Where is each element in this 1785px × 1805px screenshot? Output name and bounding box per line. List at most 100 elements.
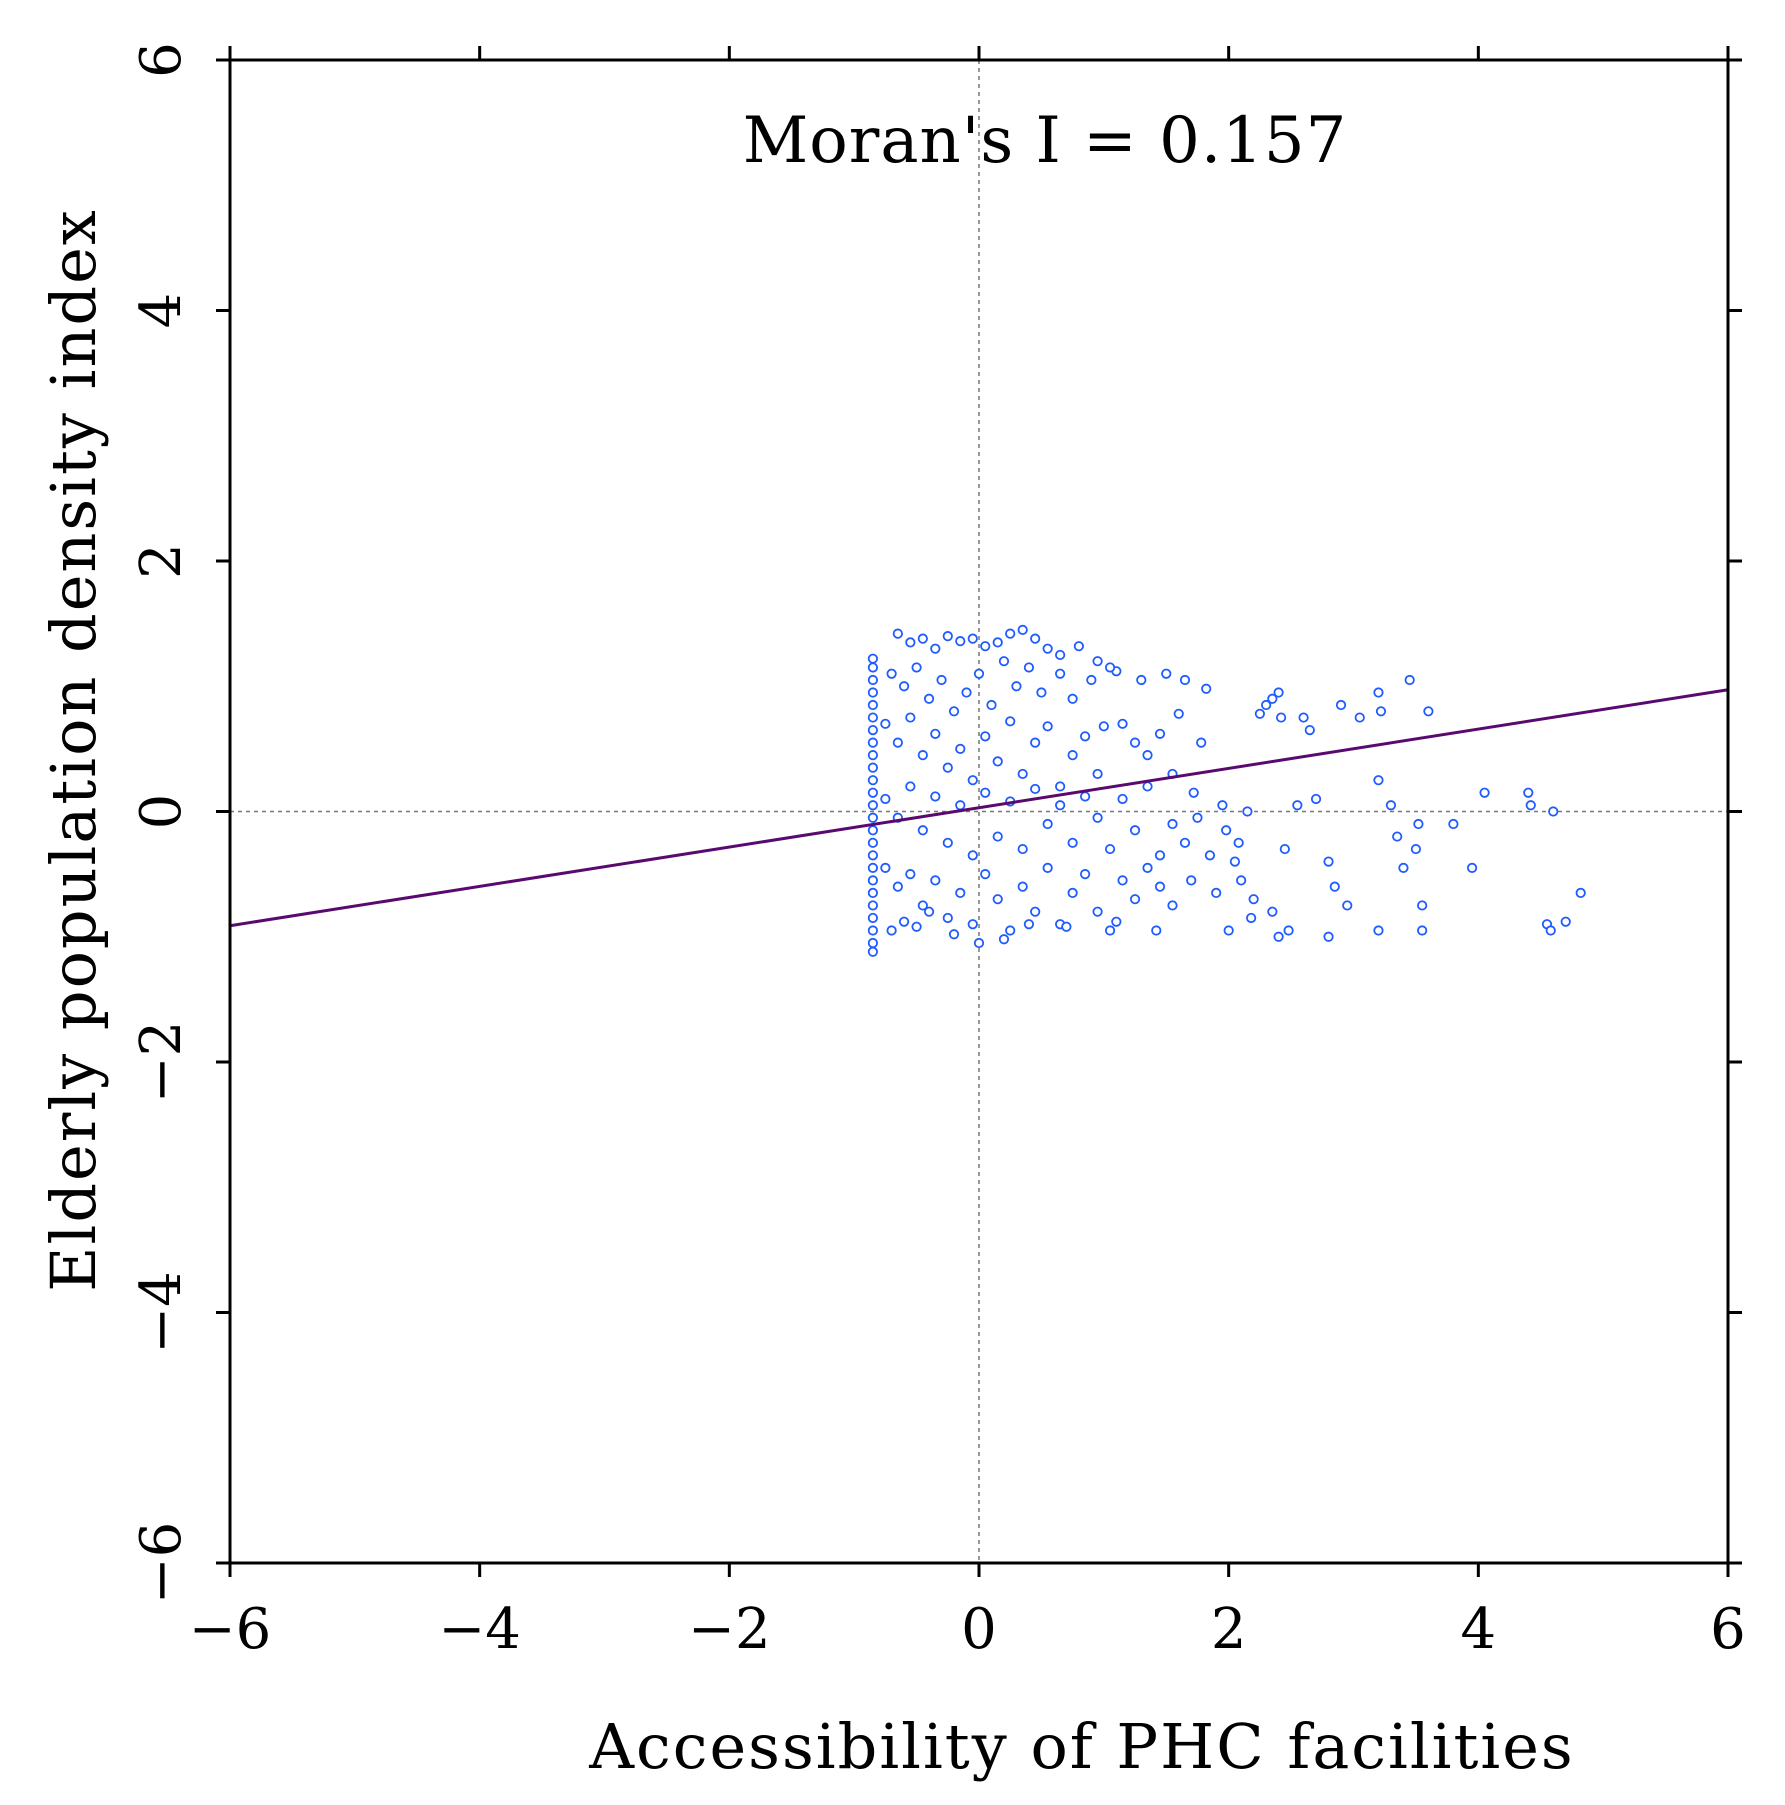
data-point (923, 693, 935, 704)
x-tick-label: 2 (1211, 1597, 1247, 1662)
data-point (867, 787, 878, 798)
data-point (1161, 668, 1172, 679)
data-point (1055, 668, 1066, 679)
data-point (1080, 869, 1091, 880)
data-point (967, 850, 978, 861)
y-tick-label: 0 (129, 794, 194, 830)
data-point (1201, 683, 1212, 694)
data-point (1267, 906, 1278, 917)
data-point (1186, 875, 1197, 886)
data-point (1525, 800, 1536, 811)
y-tick-label: −6 (129, 1522, 194, 1605)
data-point (867, 837, 878, 848)
data-point (892, 737, 903, 748)
data-point (867, 946, 878, 957)
data-point (1042, 818, 1053, 830)
data-point (992, 637, 1003, 648)
data-point (1005, 925, 1016, 936)
data-point (1129, 825, 1141, 836)
data-point (1404, 674, 1415, 686)
data-point (1061, 921, 1072, 932)
data-point (980, 869, 991, 880)
data-point (1011, 681, 1022, 692)
data-point (1129, 737, 1141, 748)
data-point (1117, 793, 1128, 805)
data-point (905, 712, 916, 723)
data-point (1221, 825, 1232, 836)
scatter-points (867, 624, 1586, 957)
data-point (1017, 624, 1028, 635)
data-point (892, 881, 903, 892)
data-point (1466, 862, 1478, 873)
data-point (1298, 712, 1309, 723)
data-point (1173, 708, 1184, 719)
data-point (1154, 850, 1166, 861)
data-point (1030, 906, 1041, 917)
data-point (867, 687, 878, 698)
data-point (905, 637, 916, 648)
data-point (1323, 931, 1334, 942)
data-point (1104, 843, 1116, 855)
data-point (942, 912, 953, 924)
data-point (1188, 787, 1199, 798)
data-point (998, 656, 1010, 667)
data-point (992, 831, 1003, 842)
data-point (980, 787, 991, 798)
data-point (1042, 643, 1053, 654)
data-point (1229, 856, 1241, 867)
data-point (867, 762, 878, 773)
data-point (942, 837, 953, 848)
data-point (1417, 925, 1428, 936)
data-point (930, 791, 941, 802)
data-point (1154, 728, 1166, 739)
data-point (1067, 837, 1078, 848)
data-point (867, 937, 878, 949)
data-point (967, 775, 978, 786)
data-point (1142, 862, 1153, 873)
data-point (1417, 900, 1428, 911)
data-point (1142, 781, 1153, 792)
regression-line (229, 688, 1729, 928)
data-point (1523, 787, 1534, 798)
x-tick-label: −2 (688, 1597, 771, 1662)
data-point (1092, 656, 1103, 667)
data-point (1373, 925, 1384, 936)
data-point (867, 750, 878, 761)
data-point (886, 668, 897, 679)
data-point (1548, 806, 1559, 817)
data-point (867, 812, 878, 823)
data-point (1335, 699, 1347, 711)
data-point (1117, 875, 1128, 886)
data-point (955, 636, 966, 647)
data-point (948, 929, 960, 940)
data-point (948, 706, 960, 717)
data-point (967, 919, 978, 930)
data-point (923, 906, 935, 917)
x-tick-label: −4 (438, 1597, 521, 1662)
data-point (1385, 800, 1397, 811)
data-point (1410, 843, 1422, 855)
data-point (880, 862, 891, 873)
data-point (1030, 783, 1041, 795)
data-point (1023, 919, 1035, 930)
data-point (892, 628, 903, 639)
data-point (1086, 674, 1097, 686)
data-point (986, 699, 997, 711)
data-point (1279, 843, 1290, 855)
data-point (917, 633, 928, 644)
data-point (942, 631, 953, 642)
data-point (1423, 706, 1434, 717)
data-point (1261, 699, 1272, 711)
data-point (1098, 721, 1109, 732)
data-point (1204, 850, 1216, 861)
data-point (867, 775, 878, 786)
data-point (1248, 894, 1259, 905)
data-point (1560, 916, 1571, 927)
data-point (867, 850, 878, 861)
data-point (980, 641, 991, 652)
data-point (1117, 718, 1128, 729)
data-point (867, 699, 878, 711)
data-point (1067, 693, 1078, 704)
data-point (1092, 906, 1103, 917)
